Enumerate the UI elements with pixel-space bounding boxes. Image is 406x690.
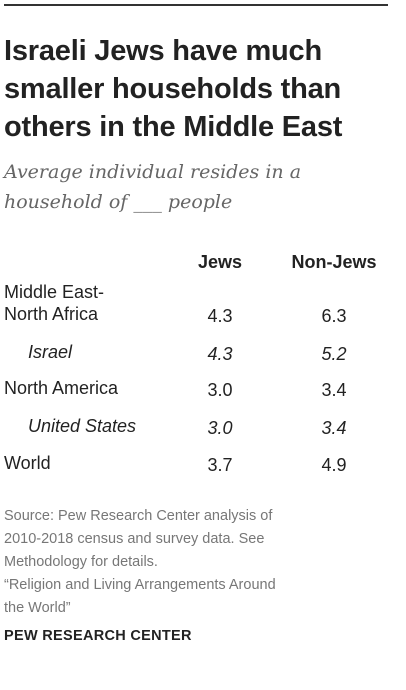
column-header-non-jews: Non-Jews [291, 252, 377, 272]
column-header-jews: Jews [197, 252, 243, 272]
value-jews: 4.3 [207, 306, 233, 326]
row-label-line: World [4, 453, 51, 473]
value-non-jews: 3.4 [321, 380, 347, 400]
value-jews: 3.7 [207, 455, 233, 475]
subtitle-line: household of ___ people [4, 191, 233, 213]
value-non-jews: 4.9 [321, 455, 347, 475]
row-label-line: North Africa [4, 304, 99, 324]
subtitle-line: Average individual resides in a [4, 161, 302, 183]
chart-title: Israeli Jews have much smaller household… [4, 35, 343, 143]
source-line: the World” [4, 600, 71, 616]
source-line: Methodology for details. [4, 554, 158, 570]
row-label: World [4, 452, 51, 474]
source-line: 2010-2018 census and survey data. See [4, 531, 265, 547]
source-line: Source: Pew Research Center analysis of [4, 508, 273, 524]
top-rule [4, 4, 388, 6]
value-non-jews: 6.3 [321, 306, 347, 326]
row-label: North America [4, 377, 118, 399]
org-name: PEW RESEARCH CENTER [4, 628, 192, 644]
source-line: “Religion and Living Arrangements Around [4, 577, 276, 593]
row-label: Middle East- North Africa [4, 281, 104, 325]
row-label-line: North America [4, 378, 119, 398]
value-non-jews: 3.4 [321, 418, 347, 438]
row-label-line: Middle East- [4, 282, 105, 302]
value-jews: 3.0 [207, 380, 233, 400]
row-label-line: Israel [28, 342, 73, 362]
row-label: Israel [28, 341, 72, 363]
value-non-jews: 5.2 [321, 344, 347, 364]
value-jews: 3.0 [207, 418, 233, 438]
row-label-line: United States [28, 416, 137, 436]
value-jews: 4.3 [207, 344, 233, 364]
row-label: United States [28, 415, 136, 437]
chart-subtitle: Average individual resides in a househol… [4, 157, 394, 217]
source-note: Source: Pew Research Center analysis of … [4, 505, 394, 620]
